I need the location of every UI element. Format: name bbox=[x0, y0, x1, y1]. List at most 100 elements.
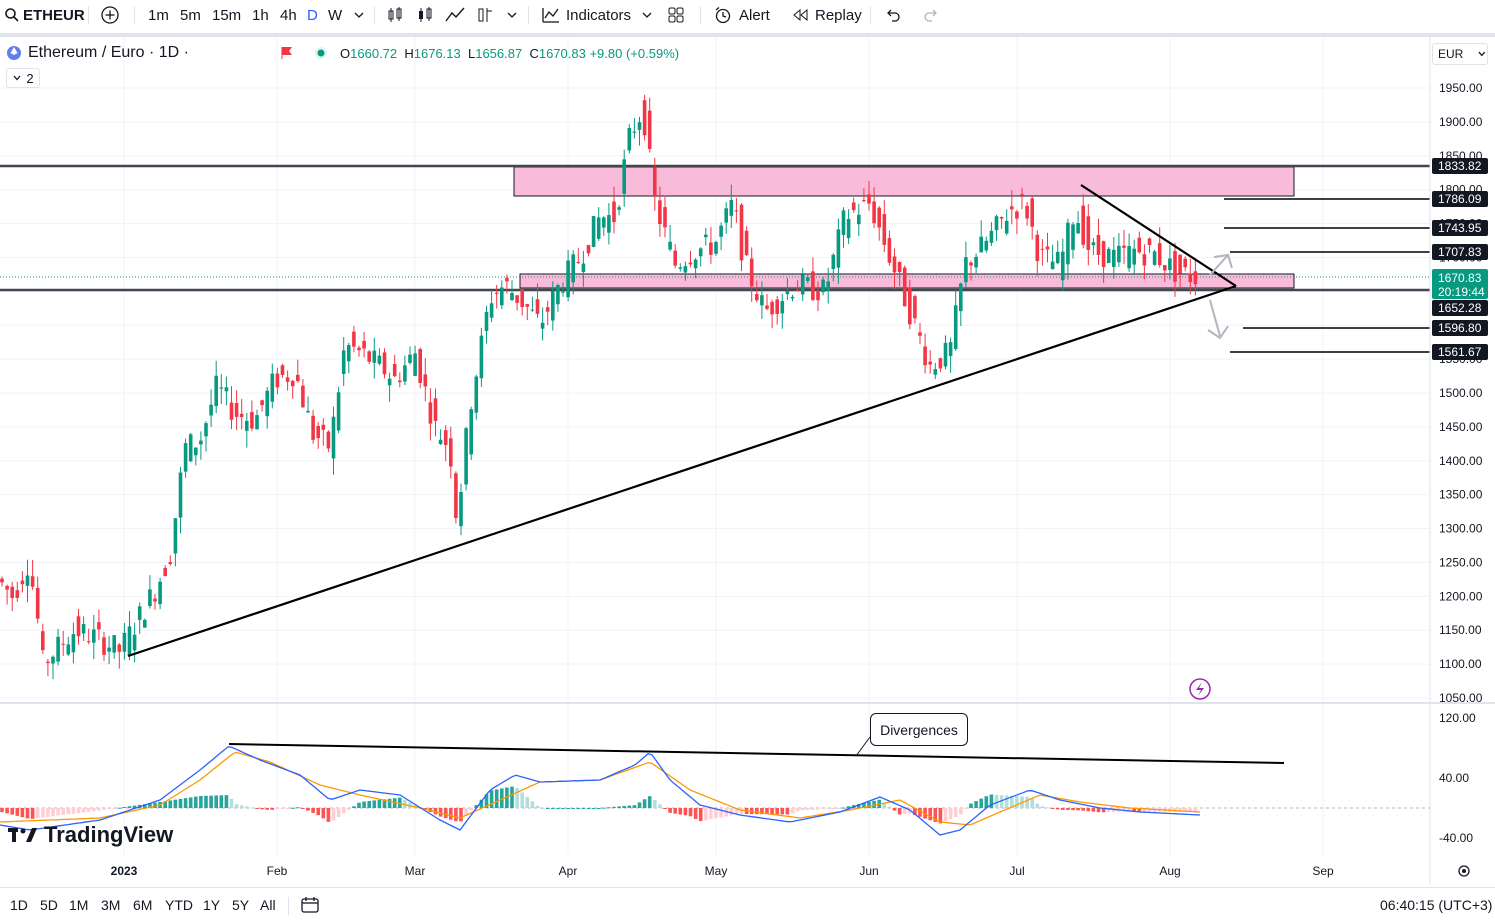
macd-histogram-bar bbox=[678, 808, 683, 815]
layouts-button[interactable] bbox=[667, 4, 685, 26]
candle-body bbox=[596, 217, 601, 239]
chart-type-dropdown[interactable] bbox=[506, 4, 518, 26]
candle-body bbox=[887, 238, 892, 263]
candle bbox=[704, 227, 708, 246]
flag-icon[interactable] bbox=[281, 46, 293, 60]
macd-histogram-bar bbox=[505, 787, 509, 808]
candle bbox=[214, 360, 218, 414]
range-all[interactable]: All bbox=[260, 897, 276, 913]
calendar-range-icon[interactable] bbox=[300, 896, 320, 914]
candle-body bbox=[719, 225, 723, 237]
tradingview-logo[interactable]: TradingView bbox=[8, 822, 173, 848]
candle-body bbox=[367, 351, 371, 362]
macd-histogram-bar bbox=[321, 808, 326, 819]
divergences-callout[interactable]: Divergences bbox=[870, 713, 968, 746]
currency-selector[interactable]: EUR bbox=[1432, 43, 1488, 65]
symbol-search[interactable]: ETHEUR bbox=[4, 4, 85, 26]
candle bbox=[163, 565, 167, 577]
candle bbox=[959, 282, 963, 327]
candle bbox=[561, 282, 565, 297]
range-3m[interactable]: 3M bbox=[101, 897, 121, 913]
chart-type-line[interactable] bbox=[445, 4, 465, 26]
candle-body bbox=[265, 390, 269, 417]
compare-button[interactable] bbox=[100, 4, 120, 26]
range-1m[interactable]: 1M bbox=[69, 897, 89, 913]
macd-histogram-bar bbox=[117, 807, 122, 809]
candle bbox=[515, 295, 519, 311]
range-ytd[interactable]: YTD bbox=[165, 897, 193, 913]
time-tick: May bbox=[705, 864, 728, 878]
candle bbox=[964, 241, 968, 289]
indicators-button[interactable]: Indicators bbox=[541, 4, 631, 26]
macd-histogram-bar bbox=[489, 790, 494, 808]
candle-body bbox=[872, 201, 876, 224]
macd-histogram-bar bbox=[464, 808, 468, 816]
lightning-icon[interactable] bbox=[1189, 678, 1211, 700]
gear-icon[interactable] bbox=[1458, 865, 1470, 877]
range-5d[interactable]: 5D bbox=[40, 897, 58, 913]
price-label-box bbox=[1432, 158, 1488, 174]
candle-body bbox=[1142, 254, 1147, 266]
candle bbox=[1101, 240, 1106, 283]
price-label-box bbox=[1432, 244, 1488, 260]
macd-histogram-bar bbox=[209, 795, 213, 808]
candle bbox=[469, 406, 473, 460]
macd-histogram-bar bbox=[92, 808, 96, 812]
candle bbox=[760, 281, 764, 319]
interval-5m[interactable]: 5m bbox=[180, 6, 201, 24]
replay-button[interactable]: Replay bbox=[792, 4, 862, 26]
macd-histogram-bar bbox=[449, 808, 453, 820]
tradingview-logo-icon bbox=[8, 828, 37, 842]
chart-type-hl[interactable] bbox=[477, 4, 495, 26]
candle bbox=[637, 116, 642, 146]
macd-histogram-bar bbox=[494, 789, 499, 808]
macd-histogram-bar bbox=[770, 808, 774, 815]
candle bbox=[994, 214, 999, 241]
interval-dropdown[interactable] bbox=[353, 4, 365, 26]
price-label-text: 1786.09 bbox=[1438, 192, 1482, 206]
indicators-collapse-button[interactable]: 2 bbox=[6, 68, 40, 88]
macd-histogram-bar bbox=[285, 808, 290, 809]
macd-histogram-bar bbox=[612, 806, 616, 808]
symbol-title[interactable]: Ethereum / Euro · 1D · bbox=[28, 44, 189, 61]
interval-4h[interactable]: 4h bbox=[280, 6, 297, 24]
candle-body bbox=[918, 332, 922, 336]
macd-histogram-bar bbox=[755, 808, 759, 815]
chart-type-bars[interactable] bbox=[416, 4, 434, 26]
range-5y[interactable]: 5Y bbox=[232, 897, 250, 913]
interval-w[interactable]: W bbox=[328, 6, 343, 24]
candle bbox=[617, 204, 621, 216]
candle bbox=[81, 616, 86, 641]
candle bbox=[642, 94, 647, 141]
candle bbox=[627, 124, 632, 154]
candle-body bbox=[556, 285, 560, 305]
interval-d[interactable]: D bbox=[307, 6, 318, 24]
interval-1h[interactable]: 1h bbox=[252, 6, 269, 24]
macd-histogram-bar bbox=[1035, 803, 1040, 808]
macd-histogram-bar bbox=[433, 808, 438, 815]
range-1d[interactable]: 1D bbox=[10, 897, 28, 913]
candle bbox=[1127, 233, 1131, 272]
indicators-dropdown[interactable] bbox=[641, 4, 653, 26]
macd-histogram-bar bbox=[479, 799, 484, 808]
interval-15m[interactable]: 15m bbox=[212, 6, 242, 24]
macd-histogram-bar bbox=[443, 808, 448, 819]
range-6m[interactable]: 6M bbox=[133, 897, 153, 913]
clock-display[interactable]: 06:40:15 (UTC+3) bbox=[1380, 897, 1493, 913]
divergence-pointer bbox=[855, 736, 871, 757]
candle-body bbox=[1081, 205, 1085, 245]
undo-button[interactable] bbox=[884, 4, 902, 26]
candlestick-series bbox=[0, 94, 1198, 680]
macd-histogram-bar bbox=[862, 802, 866, 808]
candle bbox=[581, 250, 586, 287]
range-1y[interactable]: 1Y bbox=[203, 897, 221, 913]
candles-icon bbox=[388, 7, 402, 22]
interval-1m[interactable]: 1m bbox=[148, 6, 169, 24]
redo-button[interactable] bbox=[922, 4, 940, 26]
candle bbox=[693, 258, 698, 279]
alert-button[interactable]: Alert bbox=[713, 4, 770, 26]
candle bbox=[433, 388, 438, 437]
chart-type-candles[interactable] bbox=[386, 4, 404, 26]
candle-body bbox=[188, 434, 193, 462]
